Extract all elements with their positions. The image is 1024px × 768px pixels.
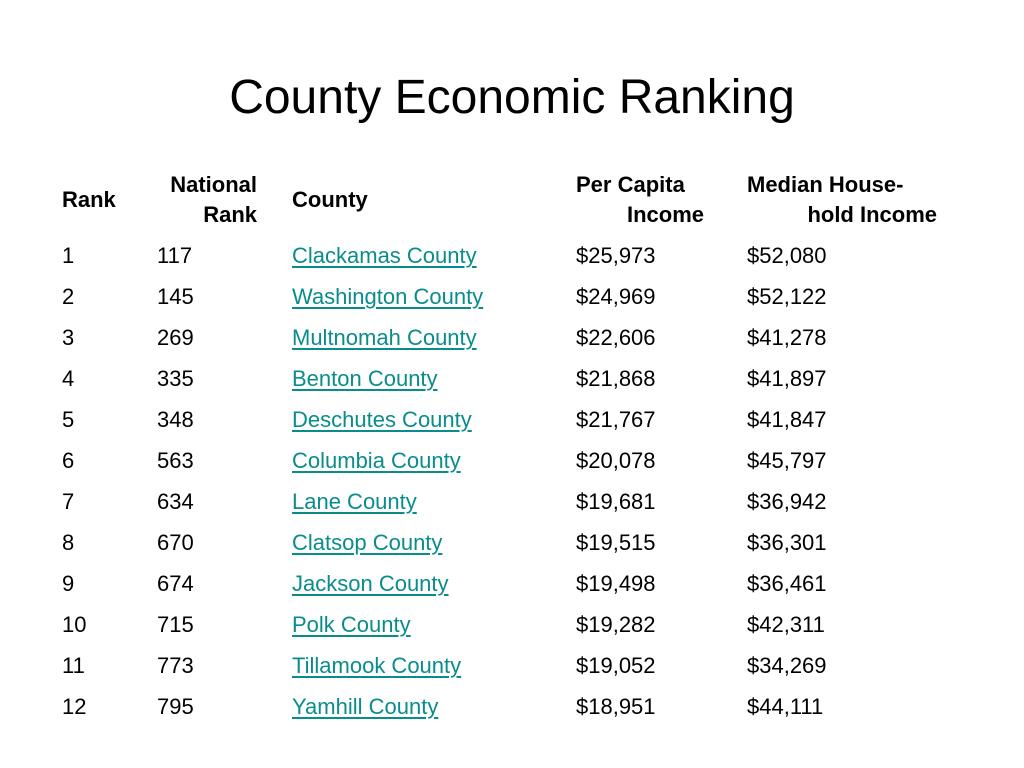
table-row: 4 335 Benton County $21,868 $41,897 [0, 358, 1024, 399]
table-row: 12 795 Yamhill County $18,951 $44,111 [0, 686, 1024, 727]
table-row: 6 563 Columbia County $20,078 $45,797 [0, 440, 1024, 481]
per-capita-income-cell: $21,868 [576, 366, 656, 391]
county-link[interactable]: Benton County [292, 366, 438, 391]
rank-cell: 10 [62, 612, 87, 637]
median-household-income-cell: $41,847 [747, 407, 827, 432]
county-link[interactable]: Multnomah County [292, 325, 477, 350]
per-capita-income-cell: $19,052 [576, 653, 656, 678]
county-link[interactable]: Clatsop County [292, 530, 443, 555]
table-row: 2 145 Washington County $24,969 $52,122 [0, 276, 1024, 317]
per-capita-income-cell: $19,515 [576, 530, 656, 555]
median-household-income-cell: $45,797 [747, 448, 827, 473]
national-rank-cell: 795 [157, 694, 194, 719]
county-cell: Deschutes County [292, 399, 472, 440]
per-capita-income-cell: $21,767 [576, 407, 656, 432]
header-rank: Rank [62, 187, 116, 212]
median-household-income-cell: $44,111 [747, 694, 824, 719]
county-cell: Yamhill County [292, 686, 438, 727]
county-link[interactable]: Clackamas County [292, 243, 477, 268]
national-rank-cell: 269 [157, 325, 194, 350]
rank-cell: 9 [62, 571, 75, 596]
table-row: 10 715 Polk County $19,282 $42,311 [0, 604, 1024, 645]
county-cell: Benton County [292, 358, 438, 399]
header-county: County [292, 187, 368, 212]
table-row: 5 348 Deschutes County $21,767 $41,847 [0, 399, 1024, 440]
table-row: 3 269 Multnomah County $22,606 $41,278 [0, 317, 1024, 358]
header-median-line1: Median House- [747, 172, 904, 197]
county-cell: Jackson County [292, 563, 449, 604]
county-cell: Washington County [292, 276, 483, 317]
county-link[interactable]: Washington County [292, 284, 484, 309]
median-household-income-cell: $41,897 [747, 366, 827, 391]
rank-cell: 5 [62, 407, 75, 432]
median-household-income-cell: $41,278 [747, 325, 827, 350]
national-rank-cell: 634 [157, 489, 194, 514]
national-rank-cell: 715 [157, 612, 194, 637]
table-row: 9 674 Jackson County $19,498 $36,461 [0, 563, 1024, 604]
table-body: 1 117 Clackamas County $25,973 $52,080 2 145 Wa… [0, 235, 1024, 727]
county-link[interactable]: Deschutes County [292, 407, 472, 432]
header-per-capita-line2: Income [626, 202, 704, 227]
county-link[interactable]: Jackson County [292, 571, 449, 596]
per-capita-income-cell: $22,606 [576, 325, 656, 350]
rank-cell: 7 [62, 489, 75, 514]
national-rank-cell: 670 [157, 530, 194, 555]
rank-cell: 6 [62, 448, 75, 473]
table-row: 11 773 Tillamook County $19,052 $34,269 [0, 645, 1024, 686]
rank-cell: 11 [62, 653, 85, 678]
national-rank-cell: 674 [157, 571, 194, 596]
median-household-income-cell: $36,301 [747, 530, 827, 555]
table-row: 1 117 Clackamas County $25,973 $52,080 [0, 235, 1024, 276]
county-cell: Lane County [292, 481, 417, 522]
national-rank-cell: 348 [157, 407, 194, 432]
header-per-capita-income: Per Capita Income [576, 170, 704, 230]
county-cell: Polk County [292, 604, 411, 645]
per-capita-income-cell: $19,681 [576, 489, 656, 514]
per-capita-income-cell: $18,951 [576, 694, 656, 719]
median-household-income-cell: $42,311 [747, 612, 825, 637]
county-link[interactable]: Polk County [292, 612, 411, 637]
county-cell: Columbia County [292, 440, 461, 481]
median-household-income-cell: $36,461 [747, 571, 827, 596]
national-rank-cell: 335 [157, 366, 194, 391]
county-cell: Clackamas County [292, 235, 477, 276]
per-capita-income-cell: $25,973 [576, 243, 656, 268]
header-national-rank: National Rank [157, 170, 257, 230]
national-rank-cell: 117 [157, 243, 193, 268]
slide-title: County Economic Ranking [229, 71, 795, 124]
rank-cell: 4 [62, 366, 75, 391]
rank-cell: 12 [62, 694, 87, 719]
per-capita-income-cell: $24,969 [576, 284, 656, 309]
rank-cell: 8 [62, 530, 75, 555]
county-cell: Multnomah County [292, 317, 477, 358]
rank-cell: 3 [62, 325, 75, 350]
header-median-household-income: Median House- hold Income [747, 170, 937, 230]
median-household-income-cell: $36,942 [747, 489, 827, 514]
per-capita-income-cell: $20,078 [576, 448, 656, 473]
median-household-income-cell: $52,122 [747, 284, 827, 309]
county-link[interactable]: Columbia County [292, 448, 461, 473]
header-median-line2: hold Income [807, 202, 937, 227]
per-capita-income-cell: $19,282 [576, 612, 656, 637]
rank-cell: 2 [62, 284, 75, 309]
median-household-income-cell: $52,080 [747, 243, 827, 268]
national-rank-cell: 563 [157, 448, 194, 473]
header-national-rank-line1: National [170, 172, 257, 197]
county-cell: Tillamook County [292, 645, 461, 686]
county-link[interactable]: Lane County [292, 489, 417, 514]
rank-cell: 1 [62, 243, 75, 268]
county-cell: Clatsop County [292, 522, 442, 563]
county-link[interactable]: Yamhill County [292, 694, 439, 719]
per-capita-income-cell: $19,498 [576, 571, 656, 596]
county-link[interactable]: Tillamook County [292, 653, 462, 678]
table-row: 8 670 Clatsop County $19,515 $36,301 [0, 522, 1024, 563]
median-household-income-cell: $34,269 [747, 653, 827, 678]
header-per-capita-line1: Per Capita [576, 172, 685, 197]
national-rank-cell: 145 [157, 284, 194, 309]
header-national-rank-line2: Rank [203, 202, 257, 227]
table-row: 7 634 Lane County $19,681 $36,942 [0, 481, 1024, 522]
national-rank-cell: 773 [157, 653, 194, 678]
